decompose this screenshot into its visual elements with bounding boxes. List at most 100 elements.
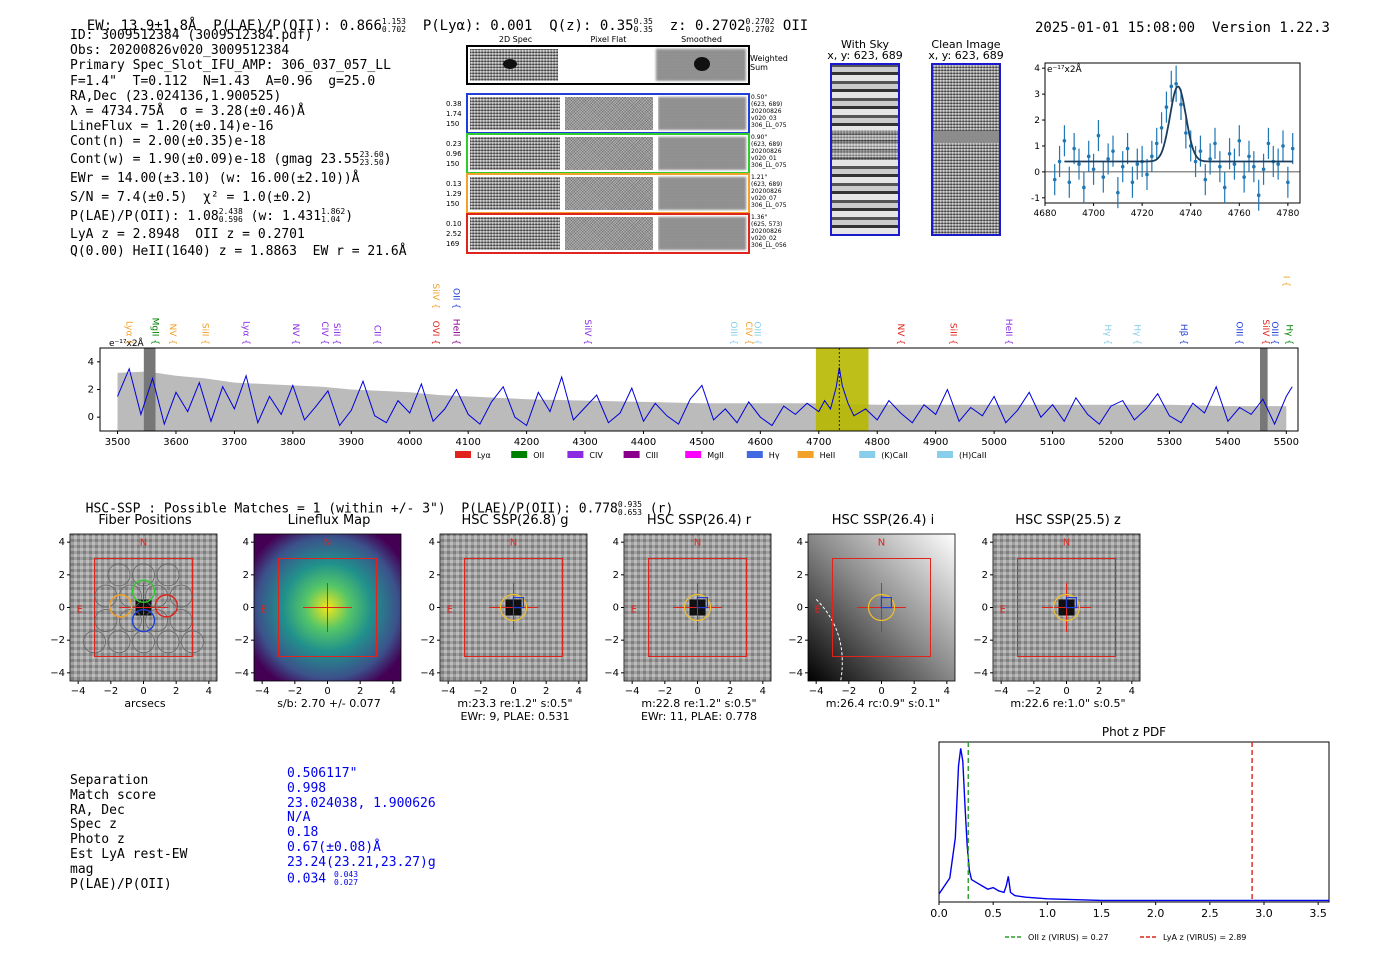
spectrum-line-marker: NV { xyxy=(167,324,177,345)
zoom-data-point xyxy=(1252,164,1256,169)
cutout-panel: N E −4 −4 −2 −2 0 0 2 2 4 4 xyxy=(234,533,402,697)
photz-x-tick-label: 0.5 xyxy=(984,907,1002,920)
spectrum-line-marker: CIV { xyxy=(319,321,329,345)
weighted-sum-label: Weighted Sum xyxy=(750,54,788,72)
cutout-caption-secondary: EWr: 9, PLAE: 0.531 xyxy=(460,710,570,723)
spectrum-line-marker: HeII { xyxy=(451,319,461,345)
weighted-smoothed-blob xyxy=(694,57,710,71)
cutout-x-tick-label: 4 xyxy=(944,686,950,697)
zoom-data-point xyxy=(1057,159,1062,164)
spectrum-masked-region xyxy=(1260,348,1268,431)
photz-legend-label: OII z (VIRUS) = 0.27 xyxy=(1028,933,1108,942)
spectrum-y-tick-label: 2 xyxy=(88,385,94,396)
spectrum-legend-item: (K)CaII xyxy=(859,451,908,460)
cutout-y-tick-label: 2 xyxy=(982,570,988,581)
cutout-title: HSC SSP(26.8) g xyxy=(461,513,569,528)
spectrum-line-label: HeII { xyxy=(451,319,461,345)
spectrum-masked-region xyxy=(143,348,156,431)
spec2d-row-gap xyxy=(654,215,658,252)
zoom-y-tick-label: 2 xyxy=(1034,116,1040,126)
spectrum-line-marker: HeII { xyxy=(1003,319,1013,345)
header-qz-lo: 0.35 xyxy=(633,25,653,34)
spectrum-legend-item: MgII xyxy=(685,451,724,460)
cutout-y-tick-label: 2 xyxy=(59,570,65,581)
info-sn: S/N = 7.4(±0.5) χ² = 1.0(±0.2) xyxy=(70,189,313,205)
cutout-search-box xyxy=(464,558,563,657)
info-plae-lo: 0.596 xyxy=(218,215,243,225)
spec2d-row-right-info: 1.21" (623, 689) 20200826 v020_07 306_LL_075 xyxy=(751,174,821,209)
cutout-caption: m:22.8 re:1.2" s:0.5" xyxy=(641,697,757,710)
cutout-panel: N E −4 −4 −2 −2 0 0 2 2 4 4 xyxy=(420,533,588,697)
zoom-data-point xyxy=(1067,180,1072,185)
zoom-data-point xyxy=(1096,133,1101,138)
spectrum-line-marker: SiII { xyxy=(199,323,209,345)
cutout-y-tick-label: −2 xyxy=(973,635,988,646)
header-z: z: 0.2702 xyxy=(669,18,746,34)
cutout-y-tick-label: −4 xyxy=(420,668,435,679)
cutout-caption-secondary: EWr: 11, PLAE: 0.778 xyxy=(640,710,758,723)
header-datetime: 2025-01-01 15:08:00 xyxy=(1034,20,1196,36)
spec2d-col-title: Smoothed xyxy=(681,35,722,44)
photz-frame xyxy=(938,741,1330,903)
spec2d-row-stat: 2.52 xyxy=(446,230,462,238)
cutout-north-label: N xyxy=(1063,537,1070,548)
spectrum-line-label: OIII { xyxy=(1269,321,1279,345)
spec2d-row-flat xyxy=(565,137,653,170)
spectrum-legend-item: Lyα xyxy=(455,451,491,460)
cutout-y-tick-label: −2 xyxy=(234,635,249,646)
cutout-title: Lineflux Map xyxy=(287,513,371,528)
zoom-data-point xyxy=(1091,167,1096,172)
fiber-circle xyxy=(119,584,142,608)
spectrum-line-marker: SiII { xyxy=(331,323,341,345)
cutout-x-tick-label: −4 xyxy=(71,686,86,697)
info-plae: P(LAE)/P(OII): 1.082.438 0.596 (w: 1.4311… xyxy=(70,207,407,226)
cutout-x-tick-label: 2 xyxy=(173,686,179,697)
cutout-panel: N E −4 −4 −2 −2 0 0 2 2 4 4 xyxy=(788,533,956,697)
spec2d-row-stat: 150 xyxy=(446,200,460,208)
cutout-y-tick-label: −2 xyxy=(50,635,65,646)
spectrum-x-tick-label: 4000 xyxy=(397,437,422,448)
spec2d-row-flat xyxy=(565,177,653,210)
zoom-data-point xyxy=(1203,177,1208,182)
spectrum-line-marker: Hγ { xyxy=(1102,324,1112,345)
spectrum-line-marker: Lyα { xyxy=(240,321,250,345)
cutout-y-tick-label: −4 xyxy=(604,668,619,679)
cutout-x-tick-label: 0 xyxy=(324,686,330,697)
spec2d-row-left-stats: 0.38 1.74 150 xyxy=(446,99,466,129)
spectrum-legend-swatch xyxy=(797,451,814,458)
zoom-data-point xyxy=(1256,193,1261,198)
cutout-search-box xyxy=(1017,558,1116,657)
cutout-y-tick-label: 2 xyxy=(429,570,435,581)
spectrum-x-tick-label: 4800 xyxy=(865,437,890,448)
zoom-data-point xyxy=(1164,105,1169,109)
spectrum-x-tick-label: 4200 xyxy=(514,437,539,448)
zoom-fit-curve xyxy=(1064,85,1293,163)
spectrum-line-marker: OVI { xyxy=(430,321,440,345)
cutout-x-tick-label: −2 xyxy=(841,686,856,697)
spectrum-line-marker: Lyα { xyxy=(123,321,133,345)
spectrum-x-tick-label: 3600 xyxy=(163,437,188,448)
spec2d-row-spec xyxy=(470,97,560,130)
cutout-x-tick-label: 0 xyxy=(1063,686,1069,697)
spectrum-line-marker: NV { xyxy=(290,324,300,345)
spectrum-legend-label: OII xyxy=(533,451,544,460)
cutout-search-box xyxy=(648,558,747,657)
spectrum-legend-swatch xyxy=(859,451,876,458)
spectrum-legend-item: CIII xyxy=(623,451,658,460)
spectrum-line-marker: CII { xyxy=(372,325,382,345)
spectrum-line-label: Hγ { xyxy=(1131,324,1141,345)
match-spec-z: N/A xyxy=(287,810,311,826)
match-plae: 0.034 0.043 0.027 xyxy=(287,870,436,887)
spectrum-line-label: CIV { xyxy=(743,321,753,345)
info-lineflux: LineFlux = 1.20(±0.14)e-16 xyxy=(70,119,274,135)
spectrum-line-label: MgII { xyxy=(150,318,160,345)
spectrum-x-tick-label: 3700 xyxy=(222,437,247,448)
cutout-match-marker xyxy=(1065,596,1078,609)
match-label: Match score xyxy=(70,787,157,803)
spectrum-legend-swatch xyxy=(937,451,953,458)
spectrum-x-tick-label: 4600 xyxy=(748,437,773,448)
match-label: Photo z xyxy=(70,832,125,848)
cutout-x-tick-label: 2 xyxy=(1096,686,1102,697)
spectrum-legend-swatch xyxy=(685,451,702,458)
info-plae-hi2: 1.862 xyxy=(321,207,346,217)
